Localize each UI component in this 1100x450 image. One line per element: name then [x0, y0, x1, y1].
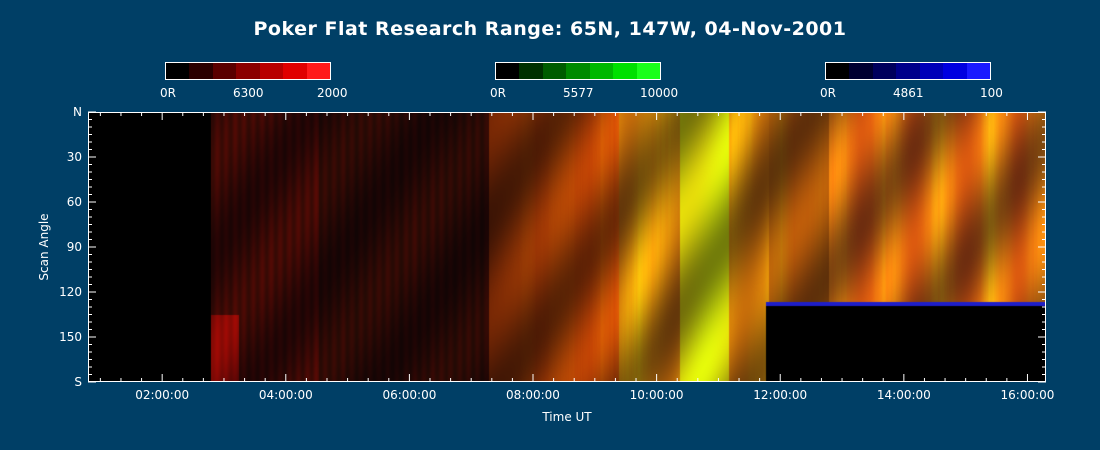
keogram-plot-area [88, 112, 1046, 382]
colorbar-swatch [189, 63, 213, 79]
y-tick-label: N [73, 105, 82, 119]
colorbar-swatch [636, 63, 660, 79]
y-axis-label: Scan Angle [37, 213, 51, 281]
colorbar-swatch [966, 63, 990, 79]
colorbar-swatch [919, 63, 944, 79]
colorbar-swatch [896, 63, 920, 79]
colorbar-swatch [496, 63, 520, 79]
colorbar-swatch [849, 63, 873, 79]
y-tick-label: S [74, 375, 82, 389]
x-tick-label: 14:00:00 [877, 388, 931, 402]
colorbar-4861 [825, 62, 991, 80]
colorbar-5577 [495, 62, 661, 80]
colorbar-4861-min-label: 0R [820, 86, 836, 100]
y-tick-label: 150 [59, 330, 82, 344]
x-tick-label: 16:00:00 [1001, 388, 1055, 402]
colorbar-swatch [589, 63, 614, 79]
x-tick-label: 02:00:00 [135, 388, 189, 402]
colorbar-4861-mid-label: 4861 [893, 86, 924, 100]
colorbar-swatch [166, 63, 190, 79]
colorbar-swatch [566, 63, 590, 79]
colorbar-5577-max-label: 10000 [640, 86, 679, 100]
colorbar-swatch [542, 63, 567, 79]
colorbar-swatch [306, 63, 330, 79]
y-tick-label: 120 [59, 285, 82, 299]
colorbar-6300-min-label: 0R [160, 86, 176, 100]
keogram-image [89, 113, 1045, 381]
colorbar-swatch [212, 63, 237, 79]
colorbar-swatch [613, 63, 637, 79]
colorbar-5577-mid-label: 5577 [563, 86, 594, 100]
colorbar-5577-min-label: 0R [490, 86, 506, 100]
colorbar-swatch [283, 63, 307, 79]
colorbar-swatch [259, 63, 284, 79]
y-tick-label: 90 [67, 240, 82, 254]
x-tick-label: 08:00:00 [506, 388, 560, 402]
chart-title: Poker Flat Research Range: 65N, 147W, 04… [253, 18, 847, 40]
colorbar-6300-max-label: 2000 [317, 86, 348, 100]
colorbar-swatch [943, 63, 967, 79]
x-tick-label: 06:00:00 [382, 388, 436, 402]
colorbar-swatch [519, 63, 543, 79]
y-tick-label: 60 [67, 195, 82, 209]
x-axis-label: Time UT [542, 410, 592, 424]
x-tick-label: 10:00:00 [630, 388, 684, 402]
colorbar-swatch [236, 63, 260, 79]
x-tick-label: 12:00:00 [753, 388, 807, 402]
colorbar-swatch [872, 63, 897, 79]
x-tick-label: 04:00:00 [259, 388, 313, 402]
colorbar-4861-max-label: 100 [980, 86, 1003, 100]
colorbar-6300-mid-label: 6300 [233, 86, 264, 100]
colorbar-swatch [826, 63, 850, 79]
y-tick-label: 30 [67, 150, 82, 164]
colorbar-6300 [165, 62, 331, 80]
